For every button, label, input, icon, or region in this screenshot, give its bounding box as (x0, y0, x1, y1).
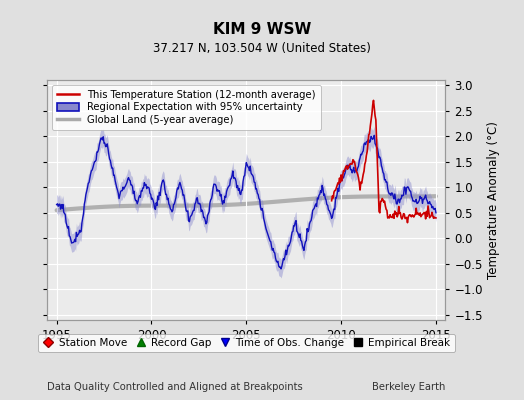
Y-axis label: Temperature Anomaly (°C): Temperature Anomaly (°C) (487, 121, 500, 279)
Text: 37.217 N, 103.504 W (United States): 37.217 N, 103.504 W (United States) (153, 42, 371, 55)
Legend: This Temperature Station (12-month average), Regional Expectation with 95% uncer: This Temperature Station (12-month avera… (52, 85, 321, 130)
Text: Data Quality Controlled and Aligned at Breakpoints: Data Quality Controlled and Aligned at B… (47, 382, 303, 392)
Legend: Station Move, Record Gap, Time of Obs. Change, Empirical Break: Station Move, Record Gap, Time of Obs. C… (38, 334, 455, 352)
Text: Berkeley Earth: Berkeley Earth (372, 382, 445, 392)
Text: KIM 9 WSW: KIM 9 WSW (213, 22, 311, 37)
